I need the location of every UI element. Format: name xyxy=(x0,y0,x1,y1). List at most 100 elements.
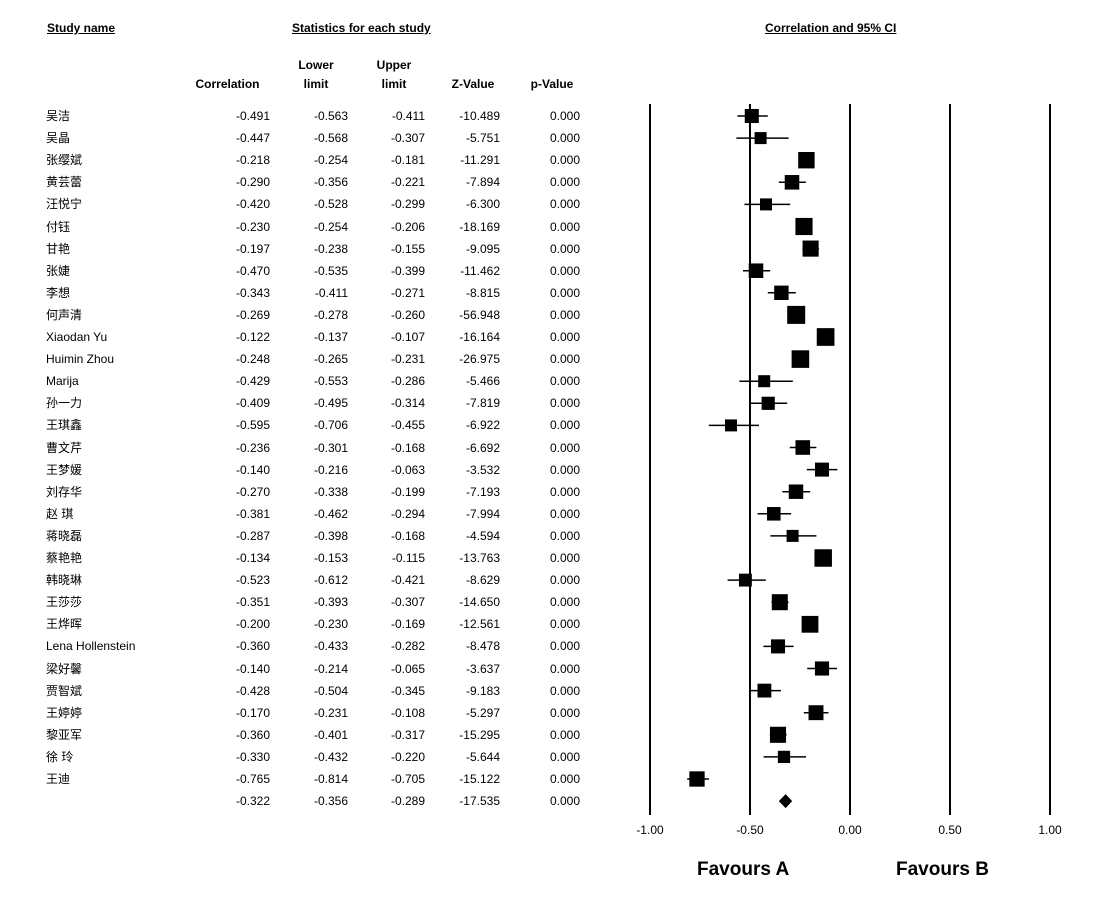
z-value-cell: -15.295 xyxy=(459,727,500,742)
point-estimate-box xyxy=(738,573,752,587)
study-name-cell: 付钰 xyxy=(46,219,71,234)
z-value-cell: -5.466 xyxy=(465,374,500,389)
study-name-cell: 王婷婷 xyxy=(46,705,83,720)
point-estimate-box xyxy=(814,661,830,676)
study-name-cell: 王迪 xyxy=(46,772,71,786)
point-estimate-box xyxy=(808,705,824,721)
favours-a-label: Favours A xyxy=(697,859,790,880)
p-value-cell: 0.000 xyxy=(549,330,580,344)
lower-limit-cell: -0.230 xyxy=(313,617,348,632)
z-value-cell: -7.994 xyxy=(465,506,500,521)
correlation-cell: -0.409 xyxy=(235,396,270,411)
correlation-cell: -0.122 xyxy=(235,330,270,344)
study-name-cell: 吴晶 xyxy=(46,131,71,146)
upper-limit-cell: -0.155 xyxy=(390,241,425,256)
z-value-cell: -18.169 xyxy=(459,219,500,234)
point-estimate-box xyxy=(795,217,813,236)
p-value-cell: 0.000 xyxy=(549,772,580,786)
lower-limit-cell: -0.528 xyxy=(313,197,348,212)
z-value-cell: -16.164 xyxy=(459,330,500,344)
point-estimate-box xyxy=(754,132,767,145)
correlation-cell: -0.134 xyxy=(235,551,270,565)
lower-limit-cell: -0.214 xyxy=(313,661,348,676)
p-value-cell: 0.000 xyxy=(549,484,580,499)
study-name-cell: 王烨晖 xyxy=(46,617,83,632)
correlation-cell: -0.270 xyxy=(235,484,270,499)
upper-limit-cell: -0.115 xyxy=(391,551,425,565)
upper-limit-cell: -0.168 xyxy=(390,528,425,543)
correlation-cell: -0.330 xyxy=(235,749,270,764)
lower-limit-cell: -0.495 xyxy=(313,396,348,411)
point-estimate-box xyxy=(814,549,832,567)
z-value-cell: -7.193 xyxy=(465,484,500,499)
upper-limit-cell: -0.199 xyxy=(390,484,425,499)
study-name-cell: Xiaodan Yu xyxy=(46,330,108,344)
p-value-cell: 0.000 xyxy=(549,462,580,477)
z-value-cell: -12.561 xyxy=(459,617,500,632)
p-value-cell: 0.000 xyxy=(549,749,580,764)
summary-diamond xyxy=(778,794,793,809)
study-name-cell: 刘存华 xyxy=(46,484,83,499)
lower-limit-cell: -0.278 xyxy=(313,307,348,322)
p-value-cell: 0.000 xyxy=(549,639,580,654)
study-name-cell: 赵 琪 xyxy=(46,506,74,521)
study-name-cell: 韩晓琳 xyxy=(46,573,83,588)
study-name-cell: 蔡艳艳 xyxy=(46,551,83,565)
lower-limit-cell: -0.432 xyxy=(313,749,348,764)
study-name-cell: 梁好馨 xyxy=(46,661,83,676)
point-estimate-box xyxy=(757,683,772,698)
z-value-cell: -10.489 xyxy=(459,109,500,123)
upper-limit-cell: -0.065 xyxy=(390,661,425,676)
correlation-cell: -0.218 xyxy=(235,153,270,168)
summary-z-value-cell: -17.535 xyxy=(459,794,500,809)
p-value-cell: 0.000 xyxy=(549,285,580,300)
p-value-cell: 0.000 xyxy=(549,175,580,190)
lower-limit-cell: -0.706 xyxy=(313,418,348,433)
summary-correlation-cell: -0.322 xyxy=(235,794,270,809)
correlation-cell: -0.351 xyxy=(235,595,270,610)
study-name-cell: 李想 xyxy=(46,285,71,300)
p-value-cell: 0.000 xyxy=(549,307,580,322)
point-estimate-box xyxy=(802,240,819,257)
z-value-cell: -8.629 xyxy=(465,573,500,588)
point-estimate-box xyxy=(787,305,806,324)
correlation-cell: -0.420 xyxy=(235,197,270,212)
p-value-cell: 0.000 xyxy=(549,109,580,123)
correlation-cell: -0.491 xyxy=(235,109,270,123)
col-header-upper-limit: Upper limit xyxy=(376,58,412,91)
upper-limit-cell: -0.282 xyxy=(390,639,425,654)
col-header-correlation: Correlation xyxy=(195,77,260,91)
upper-limit-cell: -0.260 xyxy=(390,307,425,322)
lower-limit-cell: -0.301 xyxy=(313,440,348,455)
correlation-cell: -0.765 xyxy=(235,772,270,786)
lower-limit-cell: -0.137 xyxy=(313,330,348,344)
z-value-cell: -15.122 xyxy=(459,772,500,786)
study-name-cell: 王琪鑫 xyxy=(46,418,83,433)
p-value-cell: 0.000 xyxy=(549,153,580,168)
z-value-cell: -7.819 xyxy=(465,396,500,411)
study-name-cell: 汪悦宁 xyxy=(46,197,83,212)
correlation-cell: -0.170 xyxy=(235,705,270,720)
study-name-cell: 吴洁 xyxy=(46,109,71,123)
correlation-cell: -0.360 xyxy=(235,727,270,742)
z-value-cell: -5.751 xyxy=(465,131,500,146)
upper-limit-cell: -0.455 xyxy=(390,418,425,433)
p-value-cell: 0.000 xyxy=(549,219,580,234)
study-name-cell: 王莎莎 xyxy=(46,595,83,610)
z-value-cell: -3.532 xyxy=(465,462,500,477)
point-estimate-box xyxy=(777,750,791,764)
upper-limit-cell: -0.108 xyxy=(390,705,425,720)
lower-limit-cell: -0.568 xyxy=(313,131,348,146)
lower-limit-cell: -0.398 xyxy=(313,528,348,543)
study-name-cell: Lena Hollenstein xyxy=(46,639,136,654)
lower-limit-cell: -0.553 xyxy=(313,374,348,389)
study-name-header: Study name xyxy=(47,21,116,35)
study-name-cell: 黄芸蕾 xyxy=(46,175,83,190)
correlation-cell: -0.470 xyxy=(235,263,270,278)
col-header-p-value: p-Value xyxy=(530,77,574,91)
x-tick-label: -0.50 xyxy=(736,823,764,837)
p-value-cell: 0.000 xyxy=(549,506,580,521)
p-value-cell: 0.000 xyxy=(549,241,580,256)
lower-limit-cell: -0.216 xyxy=(313,462,348,477)
point-estimate-box xyxy=(791,350,810,368)
